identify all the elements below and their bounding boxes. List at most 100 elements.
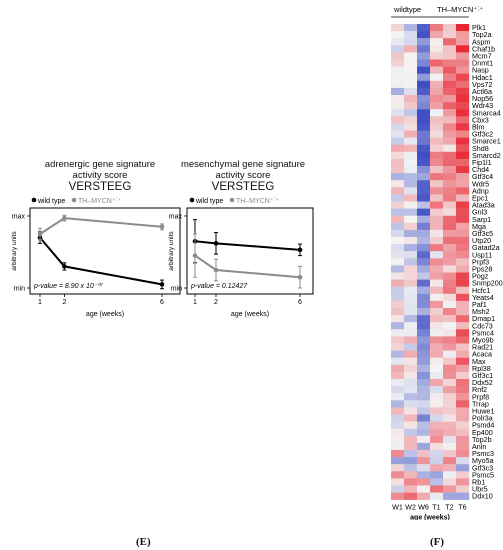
heatmap-cell [417,237,431,245]
heatmap-cell [430,102,444,110]
heatmap-cell [404,300,418,309]
heatmap-cell [391,329,405,337]
heatmap-cell [456,471,470,479]
gene-label: Smarca4 [472,108,501,117]
heatmap-cell [443,300,457,309]
heatmap-cell [430,31,444,39]
heatmap-cell [430,201,444,209]
heatmap-cell [391,158,405,167]
heatmap-cell [456,400,470,408]
heatmap-cell [417,258,431,266]
gene-label: Prpf3 [472,257,489,266]
heatmap-cell [456,222,470,231]
heatmap-cell [391,272,405,280]
heatmap-cell [430,293,444,302]
column-label: T6 [458,503,466,512]
heatmap-cell [404,265,418,273]
heatmap-cell [443,45,457,53]
heatmap-cell [417,471,431,479]
heatmap-cell [430,166,444,174]
heatmap-cell [430,59,444,67]
heatmap-cell [391,201,405,209]
heatmap-cell [430,279,444,287]
heatmap-cell [404,123,418,131]
heatmap-cell [443,187,457,195]
heatmap-cell [430,123,444,131]
heatmap-cell [404,251,418,259]
heatmap-cell [417,123,431,131]
heatmap-cell [443,435,457,444]
heatmap-cell [391,194,405,202]
heatmap-cell [430,208,444,216]
heatmap-cell [430,151,444,160]
gene-label: Snmp200 [472,279,503,288]
heatmap-cell [417,222,431,231]
heatmap-cell [456,45,470,53]
heatmap-cell [443,173,457,181]
heatmap-cell [456,237,470,245]
heatmap-cell [391,95,405,103]
heatmap-cell [417,329,431,337]
gene-label: Mcm7 [472,52,492,61]
data-point [62,215,67,221]
heatmap-cell [417,421,431,429]
heatmap-cell [391,464,405,472]
heatmap-cell [404,158,418,167]
heatmap-cell [456,407,470,415]
heatmap-cell [456,293,470,302]
heatmap-cell [391,244,405,252]
mesenchymal-line-chart: wild type TH–MYCN⁺˸⁺ min max arbitrary units… [168,197,314,318]
heatmap-cell [430,315,444,323]
heatmap-cell [404,471,418,479]
heatmap-cell [443,371,457,380]
heatmap-cell [443,450,457,458]
heatmap-cell [443,414,457,422]
heatmap-cell [404,80,418,89]
heatmap-cell [391,393,405,401]
heatmap-cell [430,95,444,103]
heatmap-cell [430,300,444,309]
heatmap-cell [456,80,470,89]
heatmap-cell [417,300,431,309]
heatmap-cell [391,400,405,408]
x-tick-label: 1 [38,299,42,306]
heatmap-cell [404,350,418,358]
gene-label: Psmc3 [472,449,494,458]
heatmap-cell [430,371,444,380]
heatmap-cell [417,435,431,444]
heatmap-cell [404,421,418,429]
heatmap-cell [456,336,470,344]
heatmap-cell [417,187,431,195]
heatmap-cell [443,158,457,167]
heatmap-cell [456,258,470,266]
heatmap-cell [404,59,418,67]
heatmap-cell [456,208,470,216]
heatmap-cell [443,73,457,81]
heatmap-cell [430,464,444,472]
heatmap-cell [391,386,405,394]
heatmap-cell [430,251,444,259]
adrenergic-title-line2: activity score [72,170,128,181]
heatmap-cell [456,478,470,486]
heatmap-cell [443,87,457,96]
heatmap-cell [417,102,431,110]
heatmap-cell [456,357,470,365]
heatmap-cell [404,222,418,231]
heatmap-cell [404,343,418,351]
legend-marker [31,197,37,203]
heatmap-cell [456,450,470,458]
heatmap-cell [430,336,444,344]
heatmap-cell [443,38,457,46]
mesenchymal-title-line2: activity score [215,170,271,181]
y-tick-label: max [12,214,26,221]
heatmap-cell [443,357,457,365]
heatmap-cell [456,308,470,316]
heatmap-cell [430,87,444,96]
panel-label-e: (E) [136,536,151,548]
heatmap-cell [404,407,418,415]
series-line [39,217,163,235]
heatmap-cell [443,421,457,429]
heatmap-cell [404,109,418,117]
heatmap-cell [391,308,405,316]
data-point [159,282,165,287]
